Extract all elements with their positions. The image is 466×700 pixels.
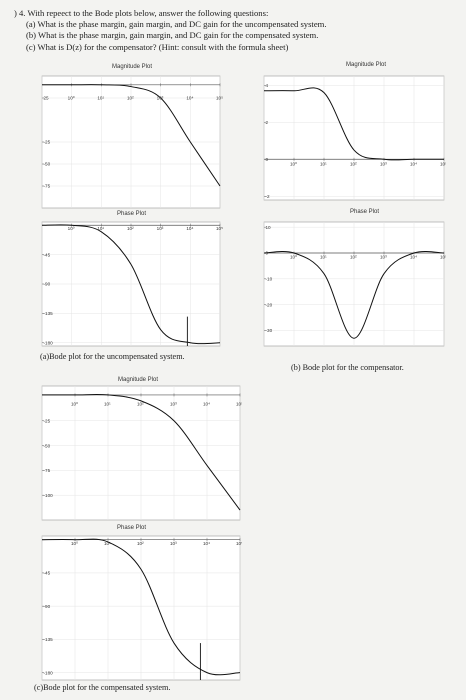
a-caption: (a)Bode plot for the uncompensated syste… — [40, 352, 185, 361]
a-phase-ytick-label: -90 — [44, 282, 51, 287]
b-mag-ytick-label: 4 — [266, 83, 269, 88]
a-mag-xtick-label: 10² — [127, 96, 134, 101]
c-phase-ytick-label: -180 — [44, 670, 54, 675]
a-mag-ytick-label: -75 — [44, 184, 51, 189]
a-magnitude-title: Magnitude Plot — [112, 64, 153, 70]
a-mag-xtick-label: 10⁵ — [216, 96, 223, 101]
a-mag-xtick-label: 10⁰ — [68, 96, 75, 101]
b-caption: (b) Bode plot for the compensator. — [291, 363, 404, 372]
a-mag-xtick-label: 10¹ — [97, 96, 104, 101]
b-phase-xtick-label: 10⁵ — [440, 255, 446, 260]
a-phase-ytick-label: -135 — [44, 311, 54, 316]
c-mag-xtick-label: 10⁴ — [203, 402, 210, 407]
a-mag-series-line — [41, 84, 221, 187]
c-phase-xtick-label: 10⁵ — [236, 541, 242, 546]
b-phase-ytick-label: -30 — [266, 328, 273, 333]
b-mag-ytick-label: 2 — [266, 120, 269, 125]
c-phase-plot: -45 -90 -135 -180 10⁰ 10¹ 10² 10³ 10⁴ 10⁵ — [41, 535, 242, 681]
a-mag-xtick-label: 10⁴ — [186, 96, 193, 101]
a-phase-xtick-label: 10³ — [157, 226, 164, 231]
c-mag-ytick-label: -25 — [44, 418, 51, 423]
b-mag-series-line — [263, 87, 444, 161]
a-phase-ytick-label: -45 — [44, 252, 51, 257]
c-mag-xtick-label: 10⁵ — [236, 402, 242, 407]
a-phase-ytick-label: -180 — [44, 340, 54, 345]
c-phase-ytick-label: -135 — [44, 637, 54, 642]
question-number: ) 4. — [14, 8, 26, 18]
a-phase-xtick-label: 10⁴ — [186, 226, 193, 231]
question-part-b: (b) What is the phase margin, gain margi… — [26, 30, 319, 41]
c-phase-xtick-label: 10⁴ — [203, 541, 210, 546]
c-caption: (c)Bode plot for the compensated system. — [34, 683, 171, 692]
b-phase-xtick-label: 10⁰ — [290, 255, 297, 260]
c-phase-xtick-label: 10⁰ — [71, 541, 78, 546]
c-magnitude-title: Magnitude Plot — [118, 377, 159, 383]
b-mag-xtick-label: 10⁰ — [290, 162, 297, 167]
b-mag-xtick-label: 10¹ — [320, 162, 327, 167]
c-phase-xtick-label: 10³ — [170, 541, 177, 546]
question-text: With repeect to the Bode plots below, an… — [27, 8, 269, 18]
b-phase-ytick-label: -20 — [266, 302, 273, 307]
c-phase-xtick-label: 10¹ — [104, 541, 111, 546]
c-mag-xtick-label: 10¹ — [104, 402, 111, 407]
c-mag-xtick-label: 10² — [137, 402, 144, 407]
a-phase-xtick-label: 10⁰ — [68, 226, 75, 231]
c-phase-title: Phase Plot — [117, 525, 147, 531]
b-mag-ytick-label: 0 — [266, 157, 269, 162]
c-mag-series-line — [41, 393, 241, 511]
question-part-c: (c) What is D(z) for the compensator? (H… — [26, 41, 289, 52]
c-phase-xtick-label: 10² — [137, 541, 144, 546]
question-block: ) 4. With repeect to the Bode plots belo… — [14, 8, 454, 53]
c-phase-ytick-label: -45 — [44, 571, 51, 576]
b-magnitude-plot: 4 2 0 -2 10⁰ 10¹ 10² 10³ 10⁴ 10⁵ — [263, 75, 446, 201]
b-phase-ytick-label: 10 — [266, 225, 272, 230]
b-phase-ytick-label: -10 — [266, 277, 273, 282]
b-mag-xtick-label: 10² — [350, 162, 357, 167]
b-phase-xtick-label: 10² — [350, 255, 357, 260]
a-phase-xtick-label: 10² — [127, 226, 134, 231]
c-phase-ytick-label: -90 — [44, 604, 51, 609]
b-phase-xtick-label: 10⁴ — [410, 255, 417, 260]
b-mag-xtick-label: 10³ — [380, 162, 387, 167]
a-phase-xtick-label: 10¹ — [97, 226, 104, 231]
a-mag-ytick-label: -25 — [44, 140, 51, 145]
a-phase-series-line — [41, 224, 221, 345]
a-mag-ytick-label: 25 — [44, 96, 50, 101]
b-mag-ytick-label: -2 — [266, 194, 271, 199]
b-phase-series-line — [263, 250, 445, 339]
a-phase-plot: -45 -90 -135 -180 10⁰ 10¹ 10² 10³ 10⁴ 10⁵ — [41, 221, 223, 347]
b-mag-xtick-label: 10⁵ — [440, 162, 446, 167]
b-mag-xtick-label: 10⁴ — [410, 162, 417, 167]
b-magnitude-title: Magnitude Plot — [346, 62, 387, 68]
c-magnitude-plot: -25 -50 -75 -100 10⁰ 10¹ 10² 10³ 10⁴ 10⁵ — [41, 385, 242, 521]
a-phase-xtick-label: 10⁵ — [216, 226, 223, 231]
c-mag-ytick-label: -50 — [44, 443, 51, 448]
b-phase-xtick-label: 10³ — [380, 255, 387, 260]
c-mag-ytick-label: -75 — [44, 468, 51, 473]
c-mag-ytick-label: -100 — [44, 493, 54, 498]
c-phase-series-line — [41, 538, 241, 676]
b-phase-plot: 100-10-20-3010⁰10¹10²10³10⁴10⁵ — [263, 221, 446, 347]
b-phase-title: Phase Plot — [350, 209, 380, 215]
c-mag-xtick-label: 10⁰ — [71, 402, 78, 407]
question-part-a: (a) What is the phase margin, gain margi… — [26, 19, 327, 30]
c-mag-xtick-label: 10³ — [170, 402, 177, 407]
b-phase-xtick-label: 10¹ — [320, 255, 327, 260]
a-mag-ytick-label: -50 — [44, 162, 51, 167]
a-phase-title: Phase Plot — [117, 211, 147, 217]
